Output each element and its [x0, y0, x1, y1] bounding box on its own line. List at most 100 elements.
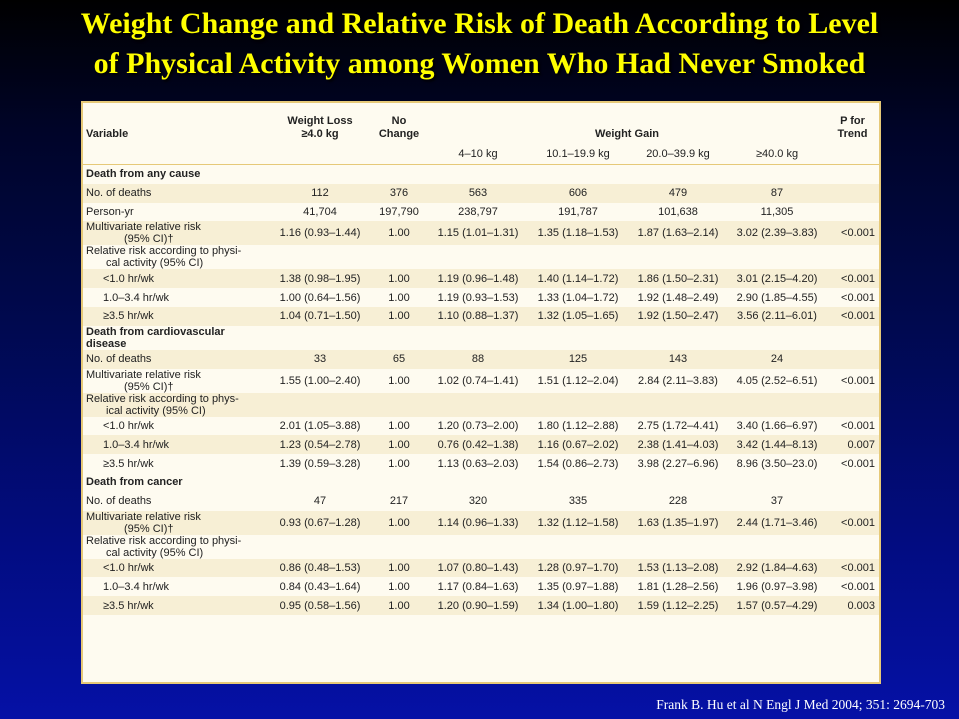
value-cell: 3.98 (2.27–6.96) — [637, 457, 719, 470]
value-cell: 3.01 (2.15–4.20) — [728, 269, 826, 289]
value-cell: 112 — [270, 183, 370, 203]
header-p-trend-sub: Trend — [837, 128, 868, 140]
value-cell: 125 — [528, 349, 628, 369]
row-label: No. of deaths — [86, 495, 152, 508]
value-cell: 87 — [728, 183, 826, 203]
row-label-line-2: (95% CI)† — [124, 380, 174, 393]
subheader-gain-10-20: 10.1–19.9 kg — [546, 148, 610, 160]
slide-title-line-1: Weight Change and Relative Risk of Death… — [80, 7, 879, 40]
row-label: Multivariate relative risk (95% CI)† — [83, 369, 270, 393]
table-body: Death from any cause No. of deaths 112 376 5… — [83, 165, 879, 615]
row-label-line-1: Relative risk according to phys- — [86, 392, 239, 405]
value-cell: 1.19 (0.96–1.48) — [428, 269, 528, 289]
table-row: ≥3.5 hr/wk 0.95 (0.58–1.56) 1.00 1.20 (0.90… — [83, 596, 879, 615]
value-cell: 1.16 (0.67–2.02) — [528, 435, 628, 455]
row-label: Relative risk according to phys-ical act… — [83, 392, 879, 417]
value-cell: 1.92 (1.50–2.47) — [628, 306, 728, 326]
value-cell: 3.02 (2.39–3.83) — [728, 221, 826, 246]
row-label: ≥3.5 hr/wk — [83, 306, 270, 326]
row-label: 1.0–3.4 hr/wk — [83, 435, 270, 455]
value-cell: 1.55 (1.00–2.40) — [279, 374, 361, 387]
value-cell: 33 — [270, 349, 370, 369]
row-label: <1.0 hr/wk — [83, 558, 270, 578]
p-trend-cell: <0.001 — [826, 510, 879, 535]
value-cell: 3.56 (2.11–6.01) — [728, 306, 826, 326]
value-cell: 1.33 (1.04–1.72) — [537, 291, 619, 304]
p-trend-cell — [826, 492, 879, 511]
p-trend-cell: 0.003 — [826, 596, 879, 615]
p-trend-cell: <0.001 — [841, 291, 875, 304]
table-row: Death from any cause — [83, 165, 879, 184]
row-label: 1.0–3.4 hr/wk — [103, 291, 170, 304]
value-cell: 143 — [628, 349, 728, 369]
value-cell: 1.20 (0.90–1.59) — [428, 596, 528, 615]
header-row: Variable Weight Loss ≥4.0 kg No Change W… — [83, 103, 879, 144]
value-cell: 1.81 (1.28–2.56) — [637, 580, 719, 593]
value-cell: 2.84 (2.11–3.83) — [638, 374, 718, 387]
row-label: Multivariate relative risk (95% CI)† — [83, 510, 270, 535]
value-cell: 65 — [370, 349, 428, 369]
value-cell: 101,638 — [658, 205, 698, 218]
row-label-line-2: (95% CI)† — [124, 233, 174, 246]
header-no-change-label: No — [391, 115, 407, 127]
header-weight-loss: Weight Loss ≥4.0 kg — [270, 103, 370, 144]
value-cell: 228 — [668, 495, 688, 508]
value-cell: 1.53 (1.13–2.08) — [628, 558, 728, 578]
table-row: Person-yr 41,704 197,790 238,797 191,787 101,… — [83, 203, 879, 222]
row-label: Relative risk according to physi-cal act… — [83, 535, 879, 559]
p-trend-cell — [826, 183, 879, 203]
value-cell: 1.63 (1.35–1.97) — [628, 510, 728, 535]
value-cell: 1.19 (0.93–1.53) — [437, 291, 519, 304]
value-cell: 1.02 (0.74–1.41) — [437, 374, 519, 387]
subheader-gain-20-40: 20.0–39.9 kg — [646, 148, 710, 160]
value-cell: 1.13 (0.63–2.03) — [437, 457, 519, 470]
row-label-line-2: cal activity (95% CI) — [106, 546, 204, 559]
value-cell: 2.90 (1.85–4.55) — [736, 291, 818, 304]
value-cell: 1.00 — [388, 291, 410, 304]
value-cell: 1.38 (0.98–1.95) — [270, 269, 370, 289]
value-cell: 1.39 (0.59–3.28) — [279, 457, 361, 470]
section-heading-line-1: Death from cardiovascular — [86, 325, 225, 338]
value-cell: 1.00 — [370, 510, 428, 535]
row-label-line-1: Multivariate relative risk — [86, 221, 201, 234]
value-cell: 0.84 (0.43–1.64) — [279, 580, 361, 593]
table-row: 1.0–3.4 hr/wk 0.84 (0.43–1.64) 1.00 1.17 (0… — [83, 577, 879, 596]
value-cell: 2.92 (1.84–4.63) — [728, 558, 826, 578]
row-label-line-2: ical activity (95% CI) — [106, 404, 206, 417]
p-trend-cell: <0.001 — [841, 580, 875, 593]
p-trend-cell: <0.001 — [841, 419, 875, 432]
table-row: ≥3.5 hr/wk 1.39 (0.59–3.28) 1.00 1.13 (0.63… — [83, 454, 879, 473]
value-cell: 2.75 (1.72–4.41) — [637, 419, 719, 432]
value-cell: 3.40 (1.66–6.97) — [736, 419, 818, 432]
row-label-line-2: (95% CI)† — [124, 522, 174, 535]
value-cell: 1.92 (1.48–2.49) — [637, 291, 719, 304]
section-heading: Death from any cause — [86, 168, 201, 181]
value-cell: 88 — [428, 349, 528, 369]
value-cell: 2.44 (1.71–3.46) — [728, 510, 826, 535]
row-label: No. of deaths — [83, 183, 270, 203]
row-label: ≥3.5 hr/wk — [83, 596, 270, 615]
value-cell: 197,790 — [379, 205, 419, 218]
value-cell: 1.28 (0.97–1.70) — [528, 558, 628, 578]
value-cell: 1.96 (0.97–3.98) — [736, 580, 818, 593]
value-cell: 606 — [528, 183, 628, 203]
value-cell: 1.86 (1.50–2.31) — [628, 269, 728, 289]
value-cell: 2.38 (1.41–4.03) — [628, 435, 728, 455]
results-table-panel: Variable Weight Loss ≥4.0 kg No Change W… — [81, 101, 881, 684]
row-label-line-1: Multivariate relative risk — [86, 368, 201, 381]
header-no-change: No Change — [370, 103, 428, 144]
value-cell: 8.96 (3.50–23.0) — [736, 457, 818, 470]
value-cell: 217 — [389, 495, 409, 508]
value-cell: 1.00 — [370, 221, 428, 246]
value-cell: 1.16 (0.93–1.44) — [270, 221, 370, 246]
header-variable: Variable — [86, 128, 129, 140]
value-cell: 2.01 (1.05–3.88) — [279, 419, 361, 432]
value-cell: 335 — [568, 495, 588, 508]
table-row: Death from cancer — [83, 473, 879, 492]
table-row: Multivariate relative risk (95% CI)† 1.16 … — [83, 221, 879, 246]
subheader-blank — [370, 144, 428, 165]
table-row: Multivariate relative risk (95% CI)† 0.93 … — [83, 510, 879, 535]
value-cell: 1.00 — [388, 419, 410, 432]
table-row: <1.0 hr/wk 2.01 (1.05–3.88) 1.00 1.20 (0.73… — [83, 417, 879, 436]
header-p-trend: P for Trend — [826, 103, 879, 144]
